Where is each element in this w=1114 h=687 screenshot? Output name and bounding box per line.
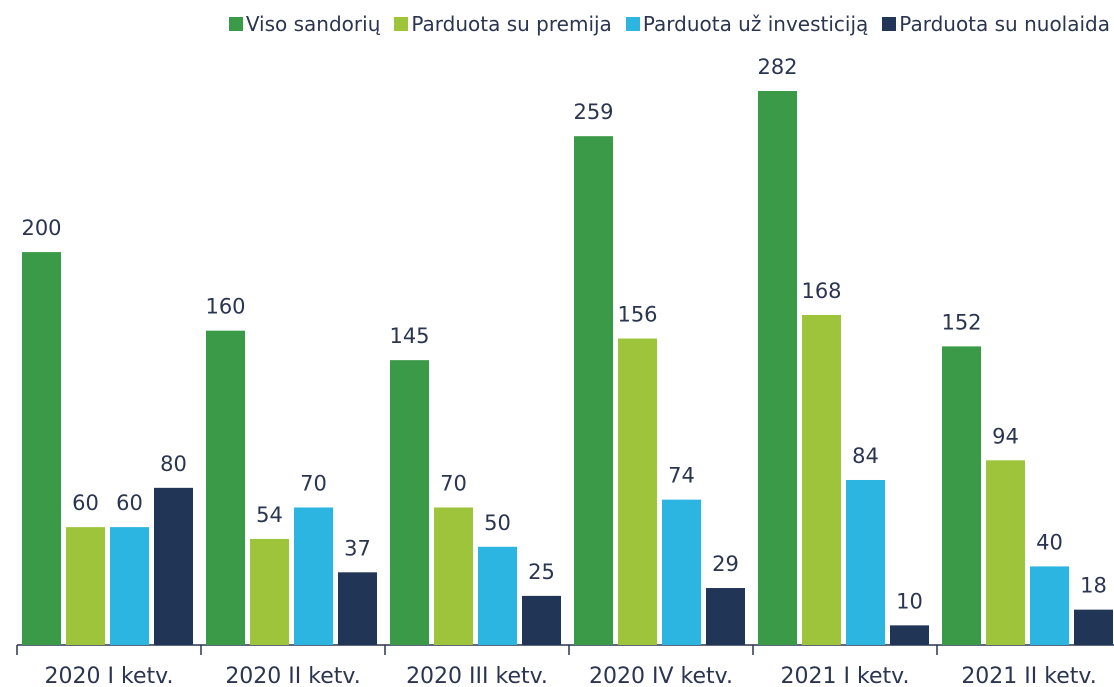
legend-label: Viso sandorių	[245, 12, 381, 36]
data-label: 60	[72, 491, 99, 515]
data-label: 60	[116, 491, 143, 515]
data-label: 282	[757, 55, 797, 79]
data-label: 94	[992, 424, 1019, 448]
data-label: 10	[896, 589, 923, 613]
bar	[1030, 566, 1069, 645]
bar	[338, 572, 377, 645]
bar	[206, 330, 245, 645]
bar	[890, 625, 929, 645]
data-label: 70	[440, 471, 467, 495]
x-tick-label: 2020 IV ketv.	[589, 664, 733, 687]
data-label: 70	[300, 471, 327, 495]
data-label: 54	[256, 503, 283, 527]
data-label: 145	[389, 324, 429, 348]
bar	[294, 507, 333, 645]
bar	[66, 527, 105, 645]
x-tick-label: 2020 II ketv.	[225, 664, 360, 687]
legend-swatch	[394, 17, 409, 31]
bar	[434, 507, 473, 645]
data-label: 259	[573, 100, 613, 124]
bar	[250, 538, 289, 645]
x-tick-label: 2021 I ketv.	[781, 664, 910, 687]
data-label: 152	[941, 310, 981, 334]
data-label: 37	[344, 536, 371, 560]
data-label: 18	[1080, 574, 1107, 598]
data-label: 80	[160, 452, 187, 476]
data-label: 160	[205, 295, 245, 319]
bar	[986, 460, 1025, 645]
legend-label: Parduota su premija	[411, 12, 612, 36]
data-label: 29	[712, 552, 739, 576]
bar	[846, 479, 885, 645]
bar	[154, 487, 193, 645]
bar	[110, 527, 149, 645]
legend-label: Parduota už investiciją	[642, 12, 869, 36]
legend: Viso sandorių Parduota su premija Parduota…	[228, 12, 1110, 36]
bar	[522, 595, 561, 645]
bar	[1074, 609, 1113, 645]
bar	[22, 252, 61, 645]
bar	[618, 338, 657, 645]
data-label: 168	[801, 279, 841, 303]
bar	[662, 499, 701, 645]
data-label: 84	[852, 444, 879, 468]
legend-label: Parduota su nuolaida	[899, 12, 1110, 36]
legend-swatch	[625, 17, 640, 31]
bar	[758, 91, 797, 645]
bar	[942, 346, 981, 645]
bar	[390, 360, 429, 645]
bar	[802, 314, 841, 645]
bar	[706, 588, 745, 645]
data-label: 200	[21, 216, 61, 240]
bar	[574, 136, 613, 646]
data-label: 50	[484, 511, 511, 535]
legend-item: Parduota su nuolaida	[882, 12, 1110, 36]
bar	[478, 546, 517, 645]
legend-item: Parduota su premija	[394, 12, 612, 36]
data-label: 156	[617, 303, 657, 327]
legend-swatch	[228, 17, 243, 31]
legend-item: Parduota už investiciją	[625, 12, 869, 36]
x-tick-label: 2021 II ketv.	[961, 664, 1096, 687]
data-label: 40	[1036, 530, 1063, 554]
legend-swatch	[882, 17, 897, 31]
data-label: 25	[528, 560, 555, 584]
data-label: 74	[668, 464, 695, 488]
x-tick-label: 2020 I ketv.	[45, 664, 174, 687]
legend-item: Viso sandorių	[228, 12, 381, 36]
x-tick-label: 2020 III ketv.	[406, 664, 548, 687]
